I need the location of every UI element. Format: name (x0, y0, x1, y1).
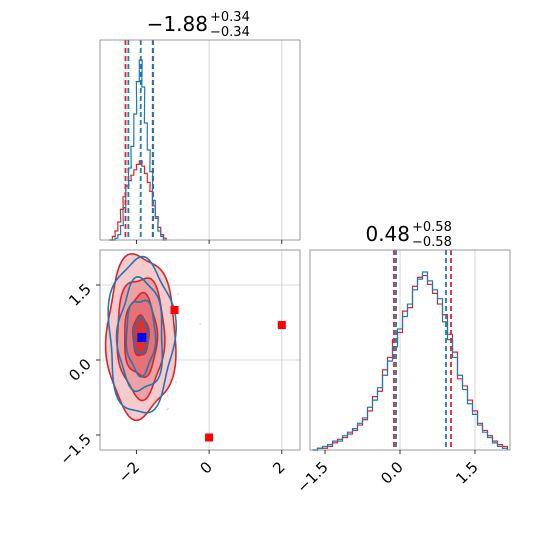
param2-title-lower-error: −0.58 (412, 235, 452, 250)
param2-histogram-panel: −1.5 0.0 1.5 0.48 +0.58 −0.58 (293, 220, 511, 497)
joint-sample-point (111, 282, 113, 284)
joint-density-frame (99, 249, 301, 451)
joint-contour-blue (125, 299, 157, 378)
joint-contour-blue (132, 315, 150, 355)
joint-sample-point (199, 323, 202, 325)
param1-title-lower-error: −0.34 (210, 25, 250, 40)
joint-xtick-label: −2 (115, 458, 143, 486)
param2-histogram-frame (309, 249, 511, 451)
param2-hist-xtick-label: 1.5 (452, 458, 482, 488)
param1-title-upper-error: +0.34 (210, 10, 250, 25)
joint-ytick-label: 0.0 (65, 355, 95, 385)
param2-hist-xtick-label: 0.0 (377, 458, 407, 488)
joint-marker-blue (137, 333, 147, 342)
joint-sample-point (177, 293, 180, 296)
joint-marker-red (205, 433, 214, 442)
joint-density-panel: −2 0 2 −1.5 0.0 1.5 (56, 249, 301, 486)
joint-sample-point (169, 278, 172, 280)
param2-histogram-red (312, 274, 509, 451)
joint-xtick-label: 2 (269, 458, 288, 477)
joint-sample-point (166, 266, 169, 269)
joint-xtick-label: 0 (196, 458, 215, 477)
joint-sample-point (175, 381, 177, 384)
param2-title-value: 0.48 (365, 222, 410, 246)
joint-contour-blue (107, 255, 178, 414)
param2-histogram-blue (312, 271, 509, 451)
joint-marker-red (170, 306, 179, 314)
param1-histogram-blue (109, 59, 167, 241)
joint-marker-red (277, 321, 286, 329)
joint-sample-point (166, 394, 169, 397)
joint-contour-blue (115, 275, 164, 393)
param1-title-value: −1.88 (147, 12, 208, 36)
param1-histogram-frame (99, 39, 301, 241)
joint-ytick-label: 1.5 (65, 280, 95, 310)
param2-hist-xtick-label: −1.5 (293, 458, 331, 496)
param2-title-upper-error: +0.58 (412, 220, 452, 235)
param1-histogram-panel: −1.88 +0.34 −0.34 (99, 10, 301, 244)
param1-histogram-red (109, 160, 167, 241)
joint-sample-point (167, 407, 170, 410)
joint-ytick-label: −1.5 (56, 430, 94, 468)
joint-sample-point (112, 269, 115, 272)
